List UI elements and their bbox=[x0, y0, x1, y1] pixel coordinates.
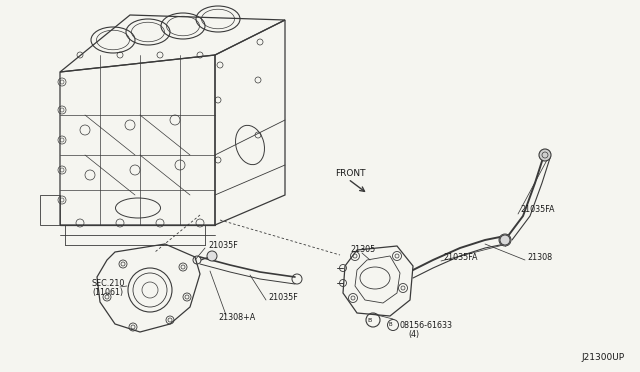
Text: FRONT: FRONT bbox=[335, 170, 365, 179]
Text: 21035F: 21035F bbox=[268, 292, 298, 301]
Circle shape bbox=[207, 251, 217, 261]
Text: SEC.210: SEC.210 bbox=[92, 279, 125, 288]
Text: 21035F: 21035F bbox=[208, 241, 237, 250]
Text: B: B bbox=[388, 323, 392, 327]
Text: 21308+A: 21308+A bbox=[218, 314, 255, 323]
Text: (11061): (11061) bbox=[92, 288, 123, 296]
Text: 21305: 21305 bbox=[350, 246, 375, 254]
Text: 21035FA: 21035FA bbox=[520, 205, 554, 215]
Text: 21308: 21308 bbox=[527, 253, 552, 263]
Circle shape bbox=[499, 234, 511, 246]
Text: 08156-61633: 08156-61633 bbox=[400, 321, 453, 330]
Circle shape bbox=[539, 149, 551, 161]
Text: 21035FA: 21035FA bbox=[443, 253, 477, 263]
Text: B: B bbox=[367, 317, 372, 323]
Text: (4): (4) bbox=[408, 330, 419, 339]
Text: J21300UP: J21300UP bbox=[582, 353, 625, 362]
